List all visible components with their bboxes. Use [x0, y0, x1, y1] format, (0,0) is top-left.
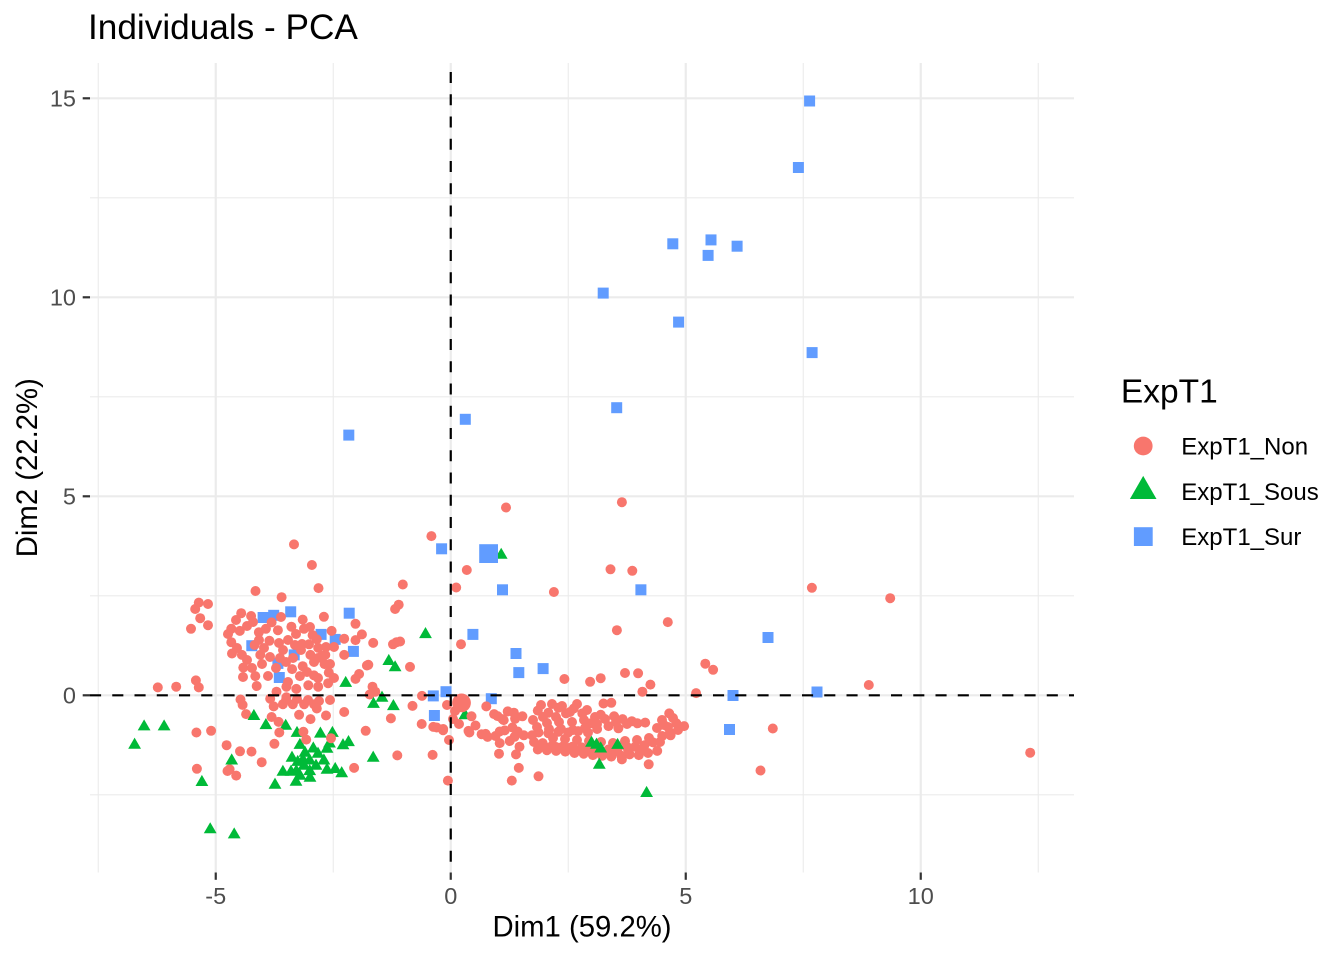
svg-text:10: 10 [908, 883, 934, 909]
svg-text:Dim2 (22.2%): Dim2 (22.2%) [11, 378, 44, 557]
svg-text:Individuals - PCA: Individuals - PCA [88, 8, 358, 47]
svg-text:5: 5 [63, 484, 76, 510]
svg-text:ExpT1_Non: ExpT1_Non [1181, 434, 1308, 461]
svg-text:15: 15 [50, 86, 76, 112]
svg-text:-5: -5 [205, 883, 226, 909]
svg-text:ExpT1_Sur: ExpT1_Sur [1181, 524, 1301, 551]
svg-text:Dim1 (59.2%): Dim1 (59.2%) [492, 911, 671, 944]
svg-text:5: 5 [679, 883, 692, 909]
svg-text:10: 10 [50, 285, 76, 311]
svg-text:0: 0 [444, 883, 457, 909]
svg-text:ExpT1: ExpT1 [1121, 374, 1218, 411]
svg-text:ExpT1_Sous: ExpT1_Sous [1181, 479, 1318, 506]
svg-text:0: 0 [63, 683, 76, 709]
